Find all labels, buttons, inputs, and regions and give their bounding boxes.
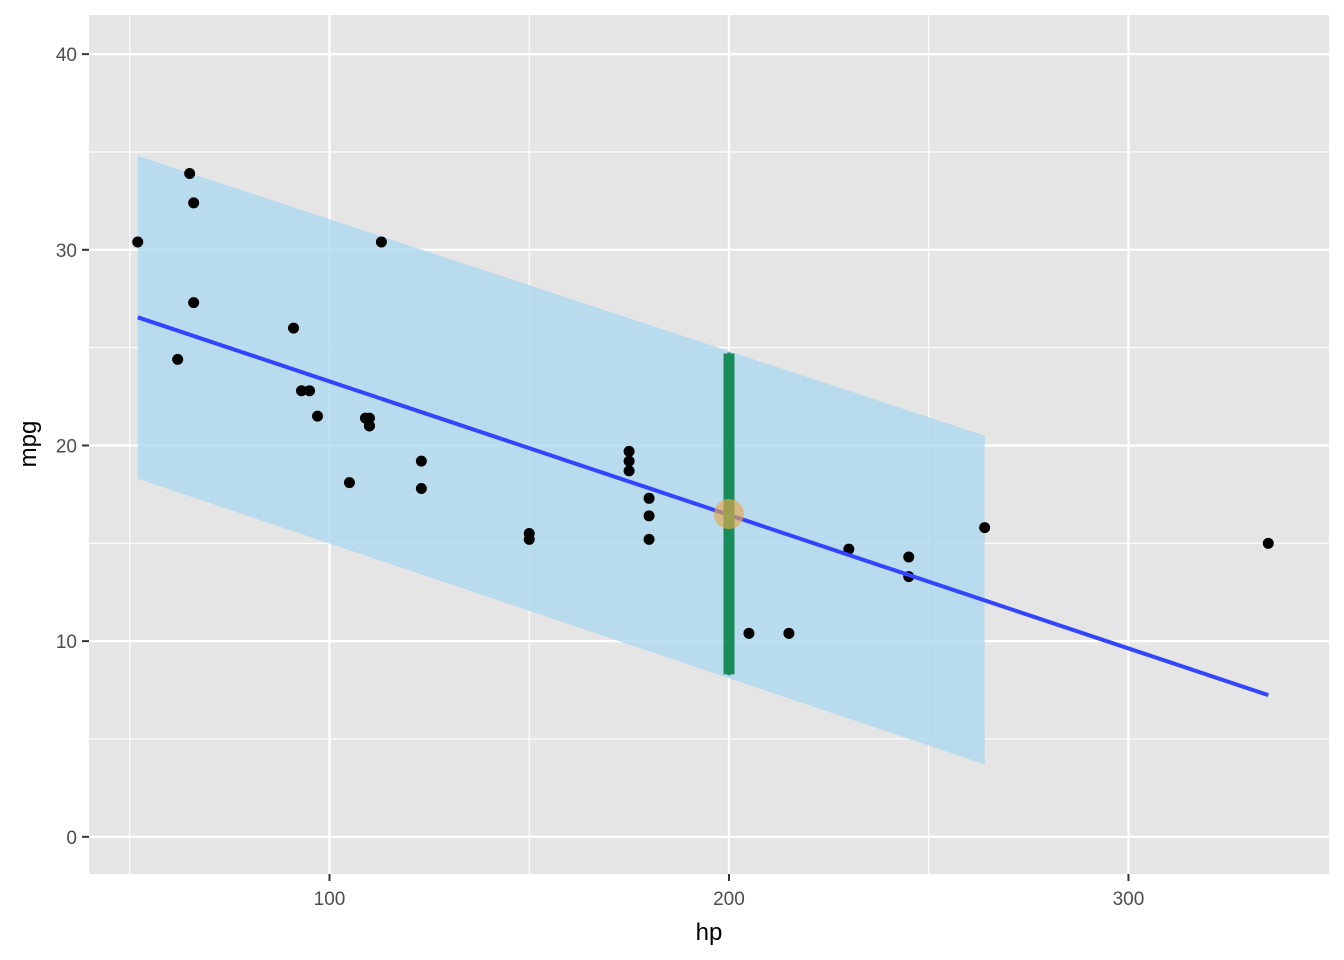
data-point [132, 236, 144, 248]
axis-ticks: 100 200 300 0 10 20 30 40 [56, 45, 1144, 910]
data-point [343, 477, 355, 489]
y-tick-label: 0 [66, 828, 77, 849]
data-point [643, 533, 655, 545]
data-point [623, 455, 635, 467]
highlight-point [713, 498, 744, 529]
x-tick-label: 100 [314, 889, 346, 910]
data-point [304, 385, 316, 397]
data-point [415, 455, 427, 467]
data-point [296, 385, 308, 397]
data-point [375, 236, 387, 248]
data-point [843, 543, 855, 555]
data-point [312, 410, 324, 422]
data-point [172, 353, 184, 365]
data-point [623, 445, 635, 457]
data-point [359, 412, 371, 424]
data-point [1262, 537, 1274, 549]
data-point [288, 322, 300, 334]
y-tick-label: 40 [56, 45, 77, 66]
data-point [903, 551, 915, 563]
y-tick-label: 30 [56, 241, 77, 262]
data-point [643, 492, 655, 504]
data-point [188, 297, 200, 309]
data-point [184, 167, 196, 179]
points-layer [132, 167, 1274, 639]
x-axis-title: hp [696, 919, 723, 946]
y-axis-title: mpg [15, 421, 42, 468]
data-point [643, 510, 655, 522]
data-point [415, 483, 427, 495]
data-point [743, 627, 755, 639]
data-point [523, 533, 535, 545]
y-tick-label: 10 [56, 632, 77, 653]
data-point [623, 465, 635, 477]
data-point [188, 197, 200, 209]
major-gridlines [89, 15, 1329, 874]
x-tick-label: 300 [1113, 889, 1145, 910]
y-tick-label: 20 [56, 436, 77, 457]
regression-line-layer [137, 315, 1269, 698]
x-tick-label: 200 [713, 889, 745, 910]
interval-layer [713, 352, 744, 676]
regression-line [137, 315, 1269, 698]
data-point [783, 627, 795, 639]
data-point [979, 522, 991, 534]
